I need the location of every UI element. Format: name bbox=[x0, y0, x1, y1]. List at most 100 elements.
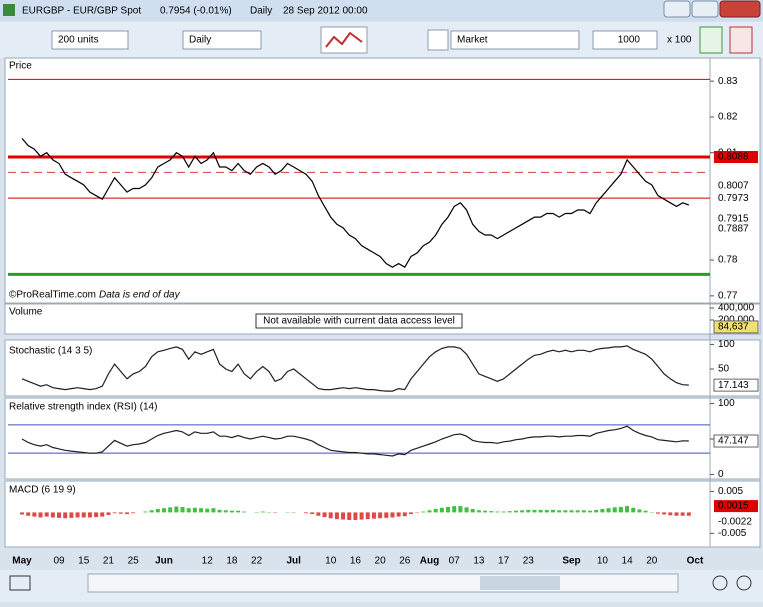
histogram-bar bbox=[360, 512, 364, 519]
histogram-bar bbox=[409, 512, 413, 514]
histogram-bar bbox=[668, 512, 672, 515]
histogram-bar bbox=[341, 512, 345, 519]
histogram-bar bbox=[465, 507, 469, 512]
x-tick-label: 15 bbox=[78, 556, 90, 567]
order-type: Market bbox=[457, 35, 488, 46]
buy-button[interactable] bbox=[700, 27, 722, 53]
histogram-bar bbox=[434, 509, 438, 512]
histogram-bar bbox=[261, 512, 265, 513]
histogram-bar bbox=[310, 512, 314, 514]
histogram-bar bbox=[113, 512, 117, 513]
y-tick-label: 0.77 bbox=[718, 290, 738, 301]
x-tick-label: 22 bbox=[251, 556, 263, 567]
histogram-bar bbox=[57, 512, 61, 517]
histogram-bar bbox=[619, 507, 623, 512]
histogram-bar bbox=[452, 506, 456, 512]
close[interactable] bbox=[720, 1, 760, 17]
histogram-bar bbox=[94, 512, 98, 517]
y-tick-label: 100 bbox=[718, 339, 735, 350]
value-label: 0.0015 bbox=[718, 501, 749, 512]
x-tick-label: 17 bbox=[498, 556, 510, 567]
histogram-bar bbox=[539, 510, 543, 513]
histogram-bar bbox=[551, 510, 555, 513]
histogram-bar bbox=[656, 512, 660, 513]
period: Daily bbox=[250, 6, 272, 17]
histogram-bar bbox=[51, 512, 55, 517]
histogram-bar bbox=[570, 510, 574, 512]
multiplier: x 100 bbox=[667, 35, 692, 46]
histogram-bar bbox=[162, 508, 166, 512]
histogram-bar bbox=[440, 508, 444, 513]
histogram-bar bbox=[662, 512, 666, 514]
histogram-bar bbox=[174, 507, 178, 513]
value-label: 0.8088 bbox=[718, 152, 749, 163]
histogram-bar bbox=[353, 512, 357, 520]
x-tick-label: 20 bbox=[375, 556, 387, 567]
histogram-bar bbox=[82, 512, 86, 517]
quote: 0.7954 (-0.01%) bbox=[160, 6, 232, 17]
histogram-bar bbox=[397, 512, 401, 516]
x-tick-label: Jul bbox=[286, 556, 301, 567]
histogram-bar bbox=[458, 506, 462, 512]
histogram-bar bbox=[199, 508, 203, 512]
histogram-bar bbox=[88, 512, 92, 517]
histogram-bar bbox=[681, 512, 685, 515]
x-tick-label: 10 bbox=[325, 556, 337, 567]
histogram-bar bbox=[168, 507, 172, 512]
y-tick-label: -0.005 bbox=[718, 528, 747, 539]
histogram-bar bbox=[563, 510, 567, 512]
panels bbox=[5, 58, 760, 547]
y-tick-label: 0.005 bbox=[718, 486, 743, 497]
histogram-bar bbox=[557, 510, 561, 512]
tool-button[interactable] bbox=[428, 30, 448, 50]
note: Data is end of day bbox=[99, 290, 181, 301]
x-tick-label: 23 bbox=[523, 556, 535, 567]
histogram-bar bbox=[545, 510, 549, 513]
histogram-bar bbox=[32, 512, 36, 516]
x-tick-label: Jun bbox=[155, 556, 173, 567]
histogram-bar bbox=[477, 510, 481, 512]
histogram-bar bbox=[236, 511, 240, 513]
histogram-bar bbox=[193, 508, 197, 513]
x-tick-label: 26 bbox=[399, 556, 411, 567]
x-tick-label: 14 bbox=[622, 556, 634, 567]
amount: 1000 bbox=[618, 35, 641, 46]
histogram-bar bbox=[211, 508, 215, 512]
x-tick-label: 20 bbox=[646, 556, 658, 567]
scroll-thumb[interactable] bbox=[480, 576, 560, 590]
y-tick-label: 0.83 bbox=[718, 76, 738, 87]
histogram-bar bbox=[181, 507, 185, 512]
last-value: 47.147 bbox=[718, 436, 749, 447]
histogram-bar bbox=[156, 509, 160, 512]
last-value: 17.143 bbox=[718, 380, 749, 391]
x-tick-label: May bbox=[12, 556, 32, 567]
y-tick-label: 50 bbox=[718, 364, 730, 375]
histogram-bar bbox=[366, 512, 370, 519]
minimize[interactable] bbox=[664, 1, 690, 17]
scrollbar[interactable] bbox=[88, 574, 678, 592]
histogram-bar bbox=[150, 510, 154, 512]
histogram-bar bbox=[316, 512, 320, 515]
histogram-bar bbox=[45, 512, 49, 516]
histogram-bar bbox=[471, 509, 475, 512]
x-tick-label: 12 bbox=[202, 556, 214, 567]
quantity: 200 units bbox=[58, 35, 99, 46]
y-tick-label: 0 bbox=[718, 469, 724, 480]
histogram-bar bbox=[125, 512, 129, 514]
sell-button[interactable] bbox=[730, 27, 752, 53]
histogram-bar bbox=[143, 512, 147, 513]
histogram-bar bbox=[224, 510, 228, 512]
y-tick-label: 0.78 bbox=[718, 255, 738, 266]
x-tick-label: 16 bbox=[350, 556, 362, 567]
x-tick-label: 18 bbox=[226, 556, 238, 567]
value-label: 0.8007 bbox=[718, 181, 749, 192]
value-label: 0.7973 bbox=[718, 193, 749, 204]
maximize[interactable] bbox=[692, 1, 718, 17]
histogram-bar bbox=[446, 507, 450, 512]
histogram-bar bbox=[588, 511, 592, 513]
histogram-bar bbox=[403, 512, 407, 516]
x-tick-label: 25 bbox=[128, 556, 140, 567]
x-tick-label: 13 bbox=[473, 556, 485, 567]
